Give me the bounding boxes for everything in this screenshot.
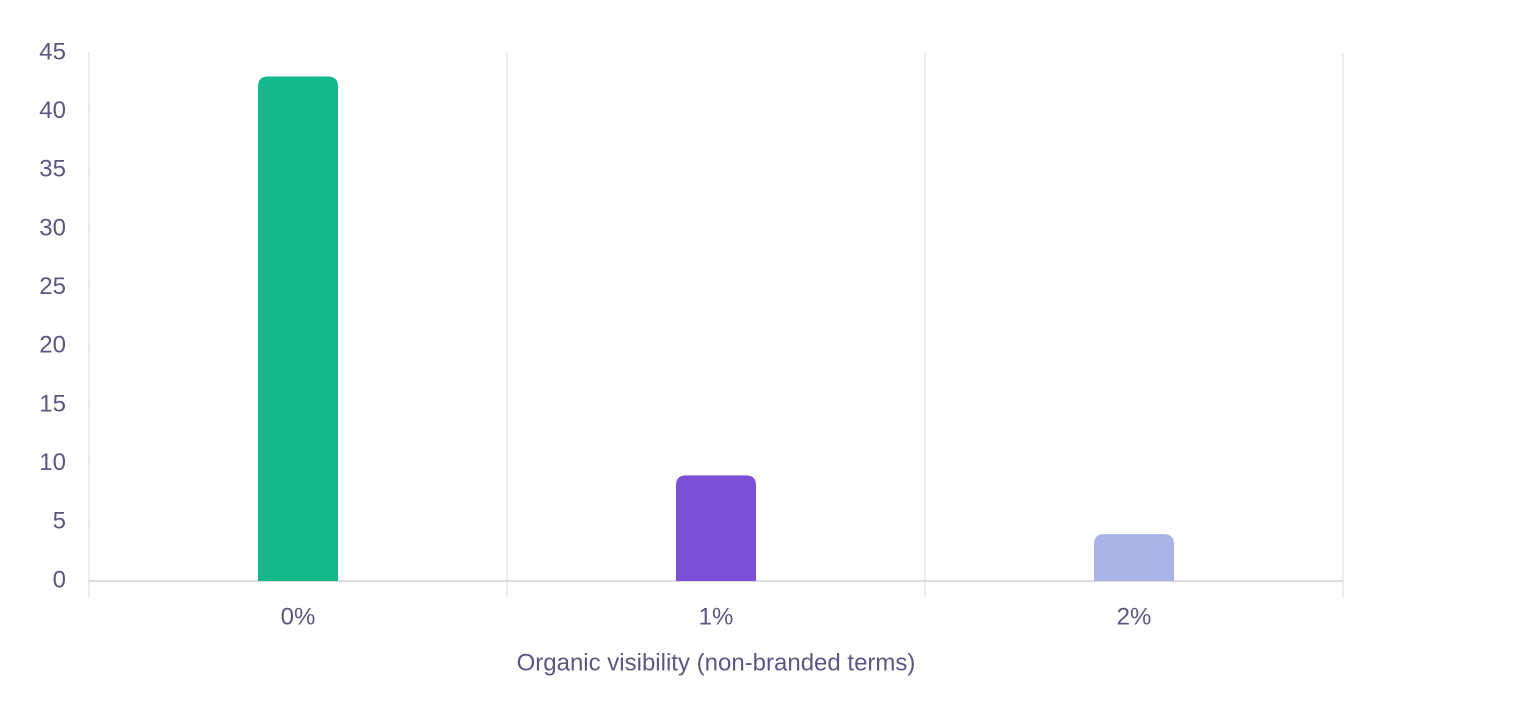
bar — [676, 475, 756, 581]
y-tick-label: 15 — [39, 390, 66, 417]
x-axis-label: Organic visibility (non-branded terms) — [517, 649, 916, 676]
y-tick-label: 30 — [39, 214, 66, 241]
y-tick-label: 45 — [39, 38, 66, 65]
bar — [1094, 534, 1174, 581]
y-tick-label: 40 — [39, 97, 66, 124]
y-tick-label: 10 — [39, 449, 66, 476]
y-tick-label: 35 — [39, 156, 66, 183]
y-tick-label: 0 — [53, 566, 66, 593]
bar — [258, 76, 338, 581]
x-tick-label: 2% — [1117, 603, 1152, 630]
y-tick-label: 5 — [53, 508, 66, 535]
x-tick-label: 0% — [281, 603, 316, 630]
y-tick-label: 25 — [39, 273, 66, 300]
x-tick-label: 1% — [699, 603, 734, 630]
y-tick-label: 20 — [39, 332, 66, 359]
